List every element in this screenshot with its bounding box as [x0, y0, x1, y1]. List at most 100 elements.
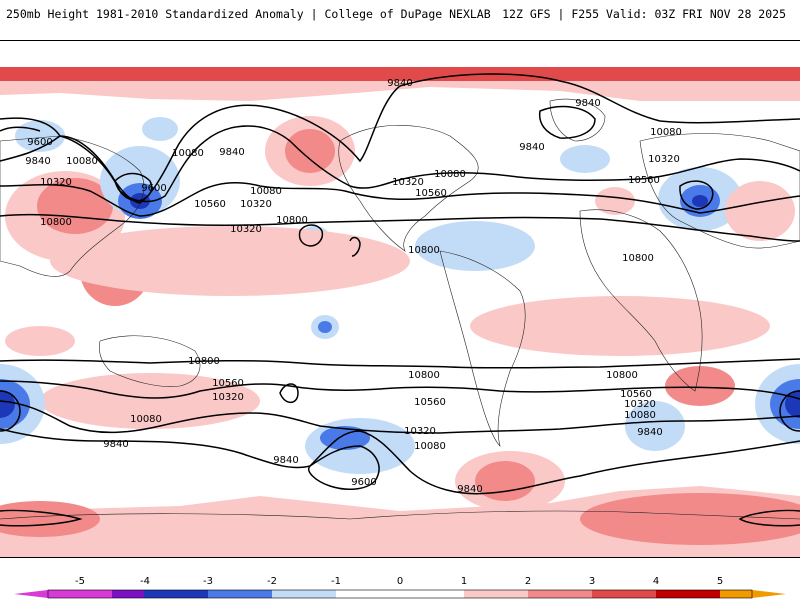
- colorbar-swatch-pos5: [720, 590, 752, 598]
- contour-low-west: [0, 390, 21, 432]
- contour-label: 10560: [628, 175, 660, 186]
- contour-label: 10800: [40, 217, 72, 228]
- contour-low-europe: [679, 180, 714, 210]
- contour-label: 9840: [273, 455, 298, 466]
- colorbar-outline: [47, 589, 753, 599]
- contour-9600-kamchatka: [114, 172, 153, 202]
- antarctic-positive-core-west: [0, 501, 100, 537]
- contour-label: 10080: [172, 148, 204, 159]
- contour-label: 10560: [414, 397, 446, 408]
- contour-label: 9840: [25, 156, 50, 167]
- contour-9840-south: [0, 428, 800, 495]
- colorbar-tick-label: -3: [203, 576, 213, 587]
- colorbar-tick-label: 4: [653, 576, 659, 587]
- contour-antarctic-west: [0, 509, 83, 527]
- colorbar-tick-label: 5: [717, 576, 723, 587]
- contour-low-pacific-b: [349, 236, 361, 257]
- contour-label: 10560: [194, 199, 226, 210]
- contour-10800-north: [0, 213, 800, 242]
- east-asia-positive-core: [37, 178, 113, 234]
- arctic-positive-band: [0, 67, 800, 81]
- contour-label: 10320: [392, 177, 424, 188]
- europe-negative-core: [692, 195, 708, 207]
- contour-label: 9600: [351, 477, 376, 488]
- colorbar-tick-labels: -5 -4 -3 -2 -1 0 1 2 3 4 5: [75, 576, 723, 587]
- colorbar-arrow-low: [14, 590, 48, 598]
- contour-labels: 9840 9840 9840 9600 9840 10080 10320 960…: [25, 78, 682, 495]
- contour-label: 10080: [414, 441, 446, 452]
- drake-passage-positive-core: [475, 461, 535, 501]
- bering-negative: [142, 117, 178, 141]
- contour-label: 9840: [387, 78, 412, 89]
- contour-9840-greenland: [538, 105, 596, 139]
- contour-label: 10080: [434, 169, 466, 180]
- contour-10560-north: [0, 181, 800, 217]
- colorbar-tick-label: 1: [461, 576, 467, 587]
- antarctica-outline: [0, 510, 800, 520]
- anomaly-shading: [0, 67, 800, 557]
- colorbar-swatch-pos2: [528, 590, 592, 598]
- south-indian-negative-west-core: [0, 390, 15, 418]
- colorbar-swatch-neg4: [112, 590, 144, 598]
- contour-label: 10800: [622, 253, 654, 264]
- colorbar-swatches: [14, 589, 786, 599]
- antarctic-positive-band: [0, 486, 800, 557]
- antarctic-positive-core-east: [580, 493, 800, 545]
- header: 250mb Height 1981-2010 Standardized Anom…: [0, 0, 800, 40]
- contour-label: 10320: [648, 154, 680, 165]
- southern-indian-positive: [40, 373, 260, 429]
- height-contours: [0, 73, 800, 527]
- contour-10080-south: [0, 400, 800, 434]
- colorbar-tick-label: 2: [525, 576, 531, 587]
- contour-label: 10080: [130, 414, 162, 425]
- eurasia-east-outline: [0, 135, 145, 277]
- colorbar-tick-label: -1: [331, 576, 341, 587]
- south-america-outline: [439, 250, 526, 447]
- coastlines: [0, 98, 800, 520]
- alaska-positive-core: [285, 129, 335, 173]
- contour-label: 10320: [212, 392, 244, 403]
- contour-label: 10320: [624, 399, 656, 410]
- contour-label: 9840: [637, 427, 662, 438]
- south-atlantic-negative: [625, 401, 685, 451]
- contour-label: 10320: [230, 224, 262, 235]
- colorbar-swatch-zero: [336, 590, 464, 598]
- contour-label: 9840: [457, 484, 482, 495]
- colorbar-swatch-neg5: [48, 590, 112, 598]
- tropical-atlantic-positive: [470, 296, 770, 356]
- contour-label: 10560: [620, 389, 652, 400]
- colorbar: -5 -4 -3 -2 -1 0 1 2 3 4 5: [14, 576, 786, 599]
- indian-ocean-positive: [5, 326, 75, 356]
- contour-label: 10560: [415, 188, 447, 199]
- contour-label: 9840: [575, 98, 600, 109]
- contour-label: 10800: [276, 215, 308, 226]
- south-africa-positive: [665, 366, 735, 406]
- contour-label: 9600: [141, 183, 166, 194]
- model-run-info: 12Z GFS | F255 Valid: 03Z FRI NOV 28 202…: [502, 7, 786, 21]
- contour-label: 10800: [408, 245, 440, 256]
- colorbar-swatch-pos1: [464, 590, 528, 598]
- colorbar-tick-label: -4: [140, 576, 150, 587]
- north-america-outline: [338, 125, 479, 252]
- tropical-pacific-positive: [50, 226, 410, 296]
- contour-label: 10800: [188, 356, 220, 367]
- colorbar-swatch-pos3: [592, 590, 656, 598]
- map-title: 250mb Height 1981-2010 Standardized Anom…: [6, 7, 491, 21]
- colorbar-swatch-neg3: [144, 590, 208, 598]
- contour-9600-south: [308, 445, 380, 491]
- south-pacific-negative-core: [318, 321, 332, 333]
- contour-label: 10080: [66, 156, 98, 167]
- eurasia-west-outline: [639, 133, 800, 249]
- contour-label: 10080: [650, 127, 682, 138]
- contour-low-pacific: [298, 224, 324, 247]
- contour-label: 10320: [40, 177, 72, 188]
- colorbar-tick-label: -5: [75, 576, 85, 587]
- contour-low-south-pacific: [279, 383, 299, 404]
- russia-positive: [725, 181, 795, 241]
- mediterranean-positive: [595, 187, 635, 215]
- contour-label: 10800: [606, 370, 638, 381]
- contour-label: 10080: [250, 186, 282, 197]
- contour-label: 9840: [219, 147, 244, 158]
- contour-low-east: [779, 390, 800, 432]
- contour-label: 10320: [240, 199, 272, 210]
